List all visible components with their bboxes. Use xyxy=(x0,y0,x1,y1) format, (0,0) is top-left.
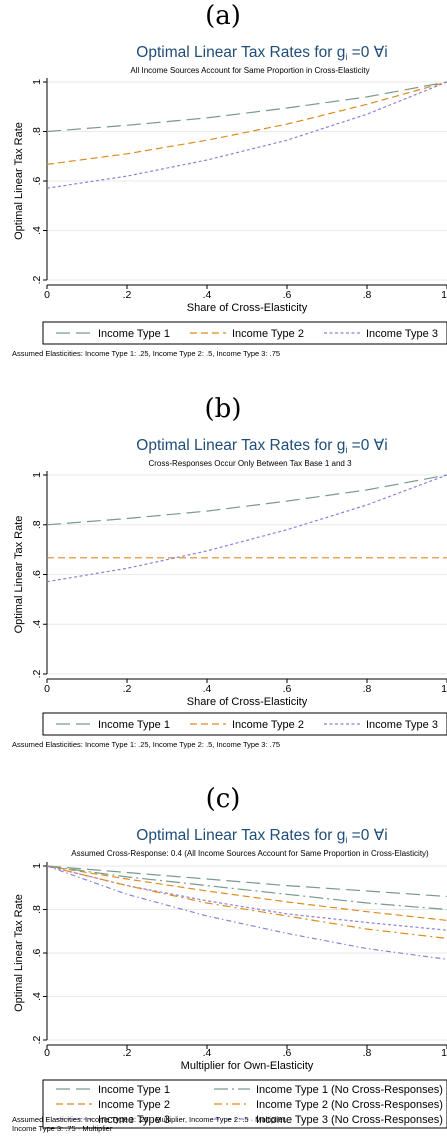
y-tick-label: .4 xyxy=(31,226,43,235)
y-tick-label: .4 xyxy=(31,992,43,1001)
x-axis-label: Share of Cross-Elasticity xyxy=(187,302,308,314)
chart-title-subscript: i xyxy=(345,445,347,455)
y-tick-label: 1 xyxy=(31,472,43,478)
chart-title-tail: =0 ∀i xyxy=(347,827,387,844)
chart-title: Optimal Linear Tax Rates for gi =0 ∀i xyxy=(136,827,387,845)
legend-box xyxy=(42,712,447,736)
x-tick-label: .6 xyxy=(283,683,292,695)
x-tick-label: .6 xyxy=(283,1047,292,1059)
y-tick-label: .2 xyxy=(31,669,43,678)
x-tick-label: 1 xyxy=(441,289,447,301)
legend-label-1: Income Type 1 xyxy=(98,719,170,731)
series-line-5 xyxy=(46,865,447,939)
series-line-4 xyxy=(46,865,447,911)
legend-label-2: Income Type 2 xyxy=(232,719,304,731)
y-tick-label: .4 xyxy=(31,620,43,629)
chart-note-line-1: Assumed Elasticities: Income Type 1: .25… xyxy=(12,1115,287,1124)
series-line-3 xyxy=(46,865,447,931)
legend-label-4: Income Type 1 (No Cross-Responses) xyxy=(256,1084,443,1096)
series-line-6 xyxy=(46,865,447,960)
chart-panel-3: (c) Optimal Linear Tax Rates for gi =0 ∀i… xyxy=(12,784,447,1133)
series-line-2 xyxy=(46,81,447,165)
y-tick-label: .6 xyxy=(31,570,43,579)
x-tick-label: .2 xyxy=(123,289,132,301)
x-axis-label: Share of Cross-Elasticity xyxy=(187,696,308,708)
y-tick-label: .2 xyxy=(31,1035,43,1044)
x-tick-label: .2 xyxy=(123,683,132,695)
x-tick-label: 0 xyxy=(44,683,50,695)
legend-label-2: Income Type 2 xyxy=(232,328,304,340)
y-axis-label: Optimal Linear Tax Rate xyxy=(13,122,25,240)
chart-title-main: Optimal Linear Tax Rates for g xyxy=(136,44,345,61)
y-tick-label: .6 xyxy=(31,948,43,957)
series-line-3 xyxy=(46,81,447,189)
chart-title-main: Optimal Linear Tax Rates for g xyxy=(136,437,345,454)
chart-title-tail: =0 ∀i xyxy=(347,437,387,454)
legend-label-2: Income Type 2 xyxy=(98,1099,170,1111)
x-tick-label: 1 xyxy=(441,1047,447,1059)
legend-box xyxy=(42,321,447,345)
y-tick-label: .8 xyxy=(31,905,43,914)
x-tick-label: .8 xyxy=(363,1047,372,1059)
chart-panel-2: (b) Optimal Linear Tax Rates for gi =0 ∀i… xyxy=(12,394,447,749)
series-line-2 xyxy=(46,865,447,921)
x-tick-label: 0 xyxy=(44,289,50,301)
y-tick-label: .6 xyxy=(31,176,43,185)
chart-title: Optimal Linear Tax Rates for gi =0 ∀i xyxy=(136,437,387,455)
y-tick-label: .8 xyxy=(31,127,43,136)
x-tick-label: .4 xyxy=(203,1047,212,1059)
legend-label-1: Income Type 1 xyxy=(98,328,170,340)
x-axis-label: Multiplier for Own-Elasticity xyxy=(181,1060,314,1072)
x-tick-label: 0 xyxy=(44,1047,50,1059)
legend-label-3: Income Type 3 xyxy=(366,328,438,340)
chart-note: Assumed Elasticities: Income Type 1: .25… xyxy=(12,740,280,749)
y-axis-label: Optimal Linear Tax Rate xyxy=(13,894,25,1012)
chart-note-line-2: Income Type 3: .75 · Multiplier xyxy=(12,1124,113,1133)
series-line-1 xyxy=(46,865,447,898)
x-tick-label: .4 xyxy=(203,289,212,301)
x-tick-label: .6 xyxy=(283,289,292,301)
chart-panel-1: (a) Optimal Linear Tax Rates for gi =0 ∀i… xyxy=(12,1,447,358)
chart-note: Assumed Elasticities: Income Type 1: .25… xyxy=(12,349,280,358)
chart-subtitle: Cross-Responses Occur Only Between Tax B… xyxy=(148,459,352,468)
x-tick-label: .8 xyxy=(363,289,372,301)
legend-label-6: Income Type 3 (No Cross-Responses) xyxy=(256,1114,443,1126)
y-axis-label: Optimal Linear Tax Rate xyxy=(13,516,25,634)
panel-label: (b) xyxy=(205,394,242,424)
legend-label-3: Income Type 3 xyxy=(366,719,438,731)
legend-label-1: Income Type 1 xyxy=(98,1084,170,1096)
legend-label-5: Income Type 2 (No Cross-Responses) xyxy=(256,1099,443,1111)
y-tick-label: .2 xyxy=(31,275,43,284)
y-tick-label: 1 xyxy=(31,863,43,869)
chart-title-tail: =0 ∀i xyxy=(347,44,387,61)
legend-label-3: Income Type 3 xyxy=(98,1114,170,1126)
y-tick-label: .8 xyxy=(31,520,43,529)
chart-title-subscript: i xyxy=(345,52,347,62)
chart-title-subscript: i xyxy=(345,835,347,845)
chart-subtitle: Assumed Cross-Response: 0.4 (All Income … xyxy=(71,849,429,858)
series-line-3 xyxy=(46,474,447,583)
x-tick-label: .2 xyxy=(123,1047,132,1059)
panel-label: (c) xyxy=(206,784,241,814)
chart-title: Optimal Linear Tax Rates for gi =0 ∀i xyxy=(136,44,387,62)
x-tick-label: .8 xyxy=(363,683,372,695)
series-line-1 xyxy=(46,474,447,526)
x-tick-label: 1 xyxy=(441,683,447,695)
y-tick-label: 1 xyxy=(31,79,43,85)
chart-subtitle: All Income Sources Account for Same Prop… xyxy=(130,66,369,75)
panel-label: (a) xyxy=(205,1,241,31)
x-tick-label: .4 xyxy=(203,683,212,695)
chart-title-main: Optimal Linear Tax Rates for g xyxy=(136,827,345,844)
series-line-1 xyxy=(46,81,447,133)
